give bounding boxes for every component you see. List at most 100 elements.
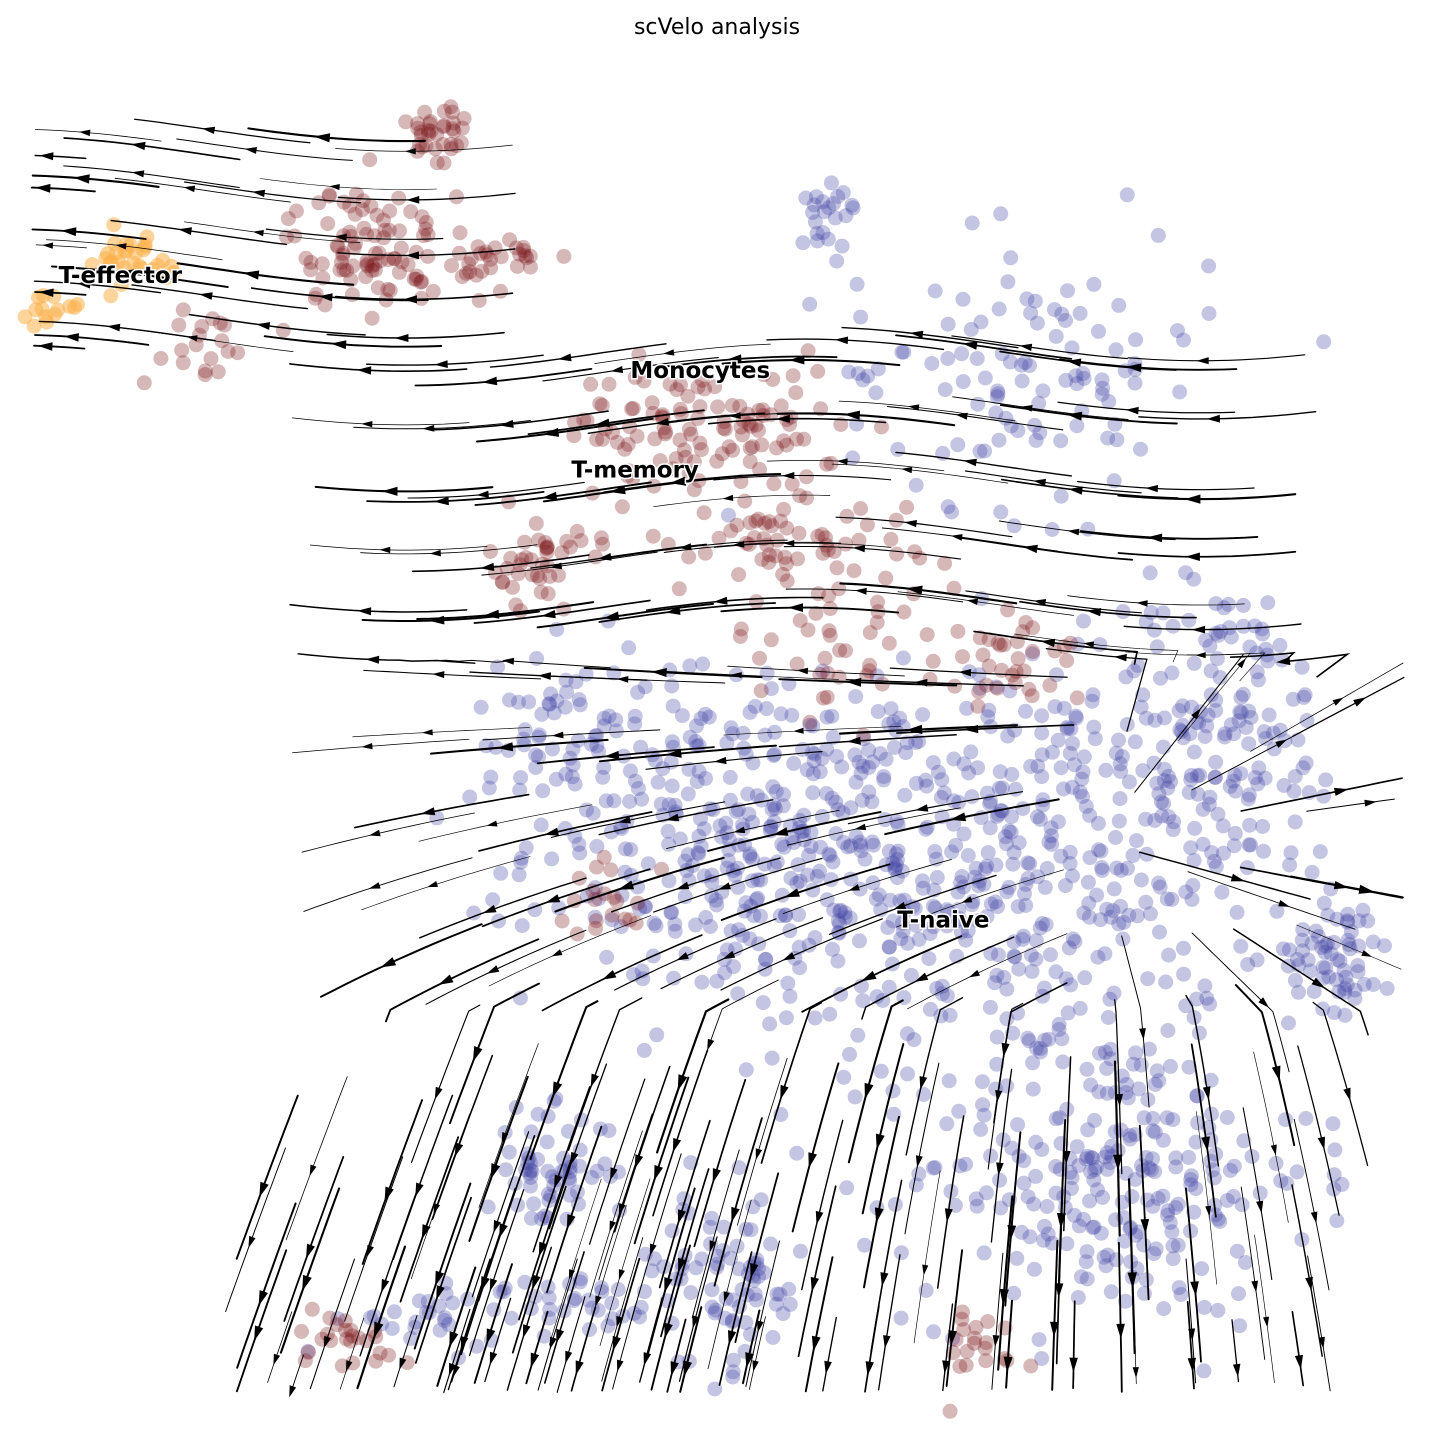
cell-point-monocytes [427, 141, 443, 157]
cell-point-monocytes [381, 222, 397, 238]
cell-point-monocytes [799, 490, 814, 506]
cell-point-monocytes [665, 461, 681, 477]
cell-point-t-naive [1044, 744, 1060, 760]
streamline [289, 363, 468, 373]
streamline-arrow [314, 133, 331, 143]
cell-point-t-naive [1347, 982, 1363, 998]
cell-point-monocytes [567, 414, 582, 430]
streamline-arrow [992, 1335, 1000, 1347]
cell-point-t-naive [895, 650, 911, 666]
cell-point-t-effector [31, 289, 46, 305]
cell-point-monocytes [443, 141, 459, 157]
cell-point-monocytes [410, 120, 426, 136]
cell-point-t-naive [908, 775, 924, 791]
streamline-arrow [1353, 697, 1367, 707]
cell-point-monocytes [454, 120, 470, 136]
streamline-arrow [357, 607, 372, 616]
cell-point-t-naive [820, 231, 836, 247]
cell-point-t-naive [626, 1305, 642, 1321]
cell-point-t-naive [789, 1145, 805, 1161]
streamline-arrow [1271, 1065, 1281, 1082]
cell-point-t-naive [908, 1177, 924, 1193]
cell-point-monocytes [583, 376, 599, 392]
cell-point-t-naive [1210, 1211, 1226, 1227]
cell-point-t-naive [1071, 1158, 1087, 1174]
cell-point-t-naive [1029, 1040, 1044, 1056]
streamline [633, 1076, 690, 1245]
cell-point-t-naive [411, 1293, 427, 1309]
cell-point-t-naive [473, 699, 489, 715]
cell-point-t-naive [848, 829, 864, 845]
cell-point-t-naive [1206, 853, 1222, 869]
cell-point-t-naive [1281, 942, 1297, 958]
cell-point-t-naive [1165, 822, 1181, 838]
cell-point-t-naive [855, 993, 871, 1009]
streamline-arrow [61, 227, 77, 237]
cell-point-t-naive [763, 818, 779, 834]
cell-point-monocytes [517, 248, 533, 264]
cell-point-t-memory [732, 629, 748, 644]
streamline-arrow [380, 957, 397, 968]
cell-point-t-naive [1034, 1142, 1050, 1157]
streamline [720, 918, 883, 991]
cell-point-monocytes [566, 428, 582, 444]
streamline [354, 793, 530, 829]
cell-point-monocytes [778, 556, 794, 572]
cell-point-monocytes [556, 248, 572, 264]
streamline [247, 127, 426, 143]
streamline-arrow [1256, 1200, 1264, 1214]
cell-point-t-naive [1212, 670, 1228, 685]
cell-point-monocytes [707, 379, 723, 395]
streamline [1234, 984, 1296, 1147]
cell-point-t-naive [1086, 719, 1102, 735]
cell-point-monocytes [436, 118, 452, 134]
cell-point-monocytes [400, 257, 416, 273]
streamline-arrow [787, 603, 803, 612]
streamline-arrow [1334, 787, 1349, 796]
cell-point-t-naive [1103, 1041, 1119, 1057]
cell-point-t-naive [960, 923, 976, 939]
streamline [1127, 354, 1306, 362]
cell-point-t-naive [774, 837, 790, 852]
cell-point-t-naive [767, 801, 783, 816]
streamline [361, 856, 531, 911]
cell-point-t-memory [958, 1357, 974, 1373]
cell-point-t-naive [870, 704, 886, 719]
cell-point-t-naive [1318, 772, 1334, 788]
cell-point-t-naive [627, 708, 643, 724]
cell-point-t-naive [1122, 1131, 1138, 1147]
cell-point-t-naive [1145, 1123, 1161, 1139]
cell-point-t-naive [1026, 1261, 1042, 1277]
cell-point-t-naive [896, 344, 912, 360]
cell-point-t-naive [622, 794, 638, 809]
cell-point-t-naive [757, 961, 773, 977]
cell-point-t-naive [745, 1199, 761, 1215]
cell-point-t-naive [1236, 1133, 1252, 1149]
cell-point-t-naive [814, 808, 830, 824]
cell-point-monocytes [321, 187, 337, 203]
cell-point-t-naive [815, 194, 831, 210]
cell-point-t-naive [1093, 1225, 1109, 1241]
cell-point-monocytes [391, 264, 407, 280]
cell-point-t-naive [1275, 941, 1291, 957]
cell-point-t-naive [587, 909, 603, 925]
cell-point-t-naive [661, 797, 677, 813]
cell-point-t-naive [1199, 718, 1215, 734]
cell-point-t-naive [1235, 686, 1251, 702]
streamline-arrow [552, 1081, 563, 1098]
cell-point-t-naive [1079, 1061, 1095, 1077]
cell-point-t-naive [989, 1029, 1005, 1045]
streamline-arrow [551, 949, 563, 957]
cell-point-t-naive [1172, 722, 1188, 738]
cell-point-t-naive [840, 839, 856, 855]
cell-point-t-naive [853, 843, 869, 859]
cell-point-t-naive [868, 891, 884, 907]
cell-point-t-naive [947, 1197, 963, 1213]
streamline-arrow [745, 1352, 754, 1368]
streamline [897, 591, 1074, 616]
cell-point-t-naive [848, 774, 864, 790]
cell-point-t-naive [969, 1198, 985, 1214]
streamline-arrow [852, 545, 866, 553]
cell-point-monocytes [371, 245, 387, 261]
cluster-labels: T-effector Monocytes T-memory T-naive [57, 261, 991, 934]
